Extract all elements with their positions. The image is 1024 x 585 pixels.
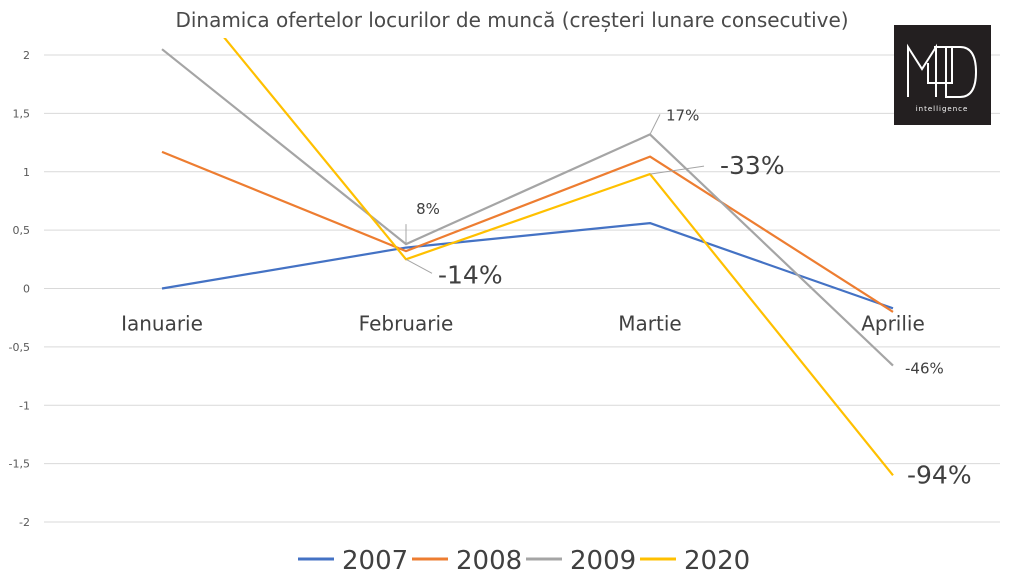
annotation-label: -46% bbox=[905, 360, 944, 378]
y-tick-label: 1,5 bbox=[13, 107, 31, 120]
series-lines bbox=[161, 38, 894, 476]
annotation-label: 8% bbox=[416, 200, 440, 218]
annotation-label: -14% bbox=[438, 260, 503, 289]
chart-title: Dinamica ofertelor locurilor de muncă (c… bbox=[175, 8, 849, 32]
y-tick-label: -2 bbox=[19, 516, 30, 529]
series-line-2008 bbox=[161, 150, 894, 313]
annotation-leader-line bbox=[405, 258, 433, 274]
legend-label: 2009 bbox=[570, 546, 636, 576]
x-category-label: Martie bbox=[618, 312, 681, 336]
y-tick-label: 2 bbox=[23, 49, 30, 62]
y-tick-label: 0 bbox=[23, 283, 30, 296]
annotation-leader-line bbox=[649, 165, 705, 175]
annotation-label: 17% bbox=[666, 106, 699, 124]
x-category-label: Ianuarie bbox=[121, 312, 203, 336]
y-tick-label: 1 bbox=[23, 166, 30, 179]
logo-subtitle: intelligence bbox=[916, 105, 969, 113]
y-tick-label: 0,5 bbox=[13, 224, 31, 237]
x-category-label: Aprilie bbox=[861, 312, 925, 336]
series-line-2009 bbox=[161, 48, 894, 367]
annotation-leader-line bbox=[649, 114, 661, 135]
y-tick-label: -0,5 bbox=[9, 341, 30, 354]
annotation-label: -94% bbox=[907, 460, 972, 489]
logo-mark: intelligence bbox=[907, 43, 978, 113]
series-line-2020 bbox=[223, 38, 894, 476]
series-line-2007 bbox=[161, 222, 894, 310]
legend-label: 2007 bbox=[342, 546, 408, 576]
legend-label: 2008 bbox=[456, 546, 522, 576]
annotation-label: -33% bbox=[720, 151, 785, 180]
y-tick-label: -1 bbox=[19, 399, 30, 412]
x-category-label: Februarie bbox=[359, 312, 454, 336]
legend-label: 2020 bbox=[684, 546, 750, 576]
mad-logo: intelligence bbox=[894, 25, 991, 125]
y-tick-label: -1,5 bbox=[9, 458, 30, 471]
